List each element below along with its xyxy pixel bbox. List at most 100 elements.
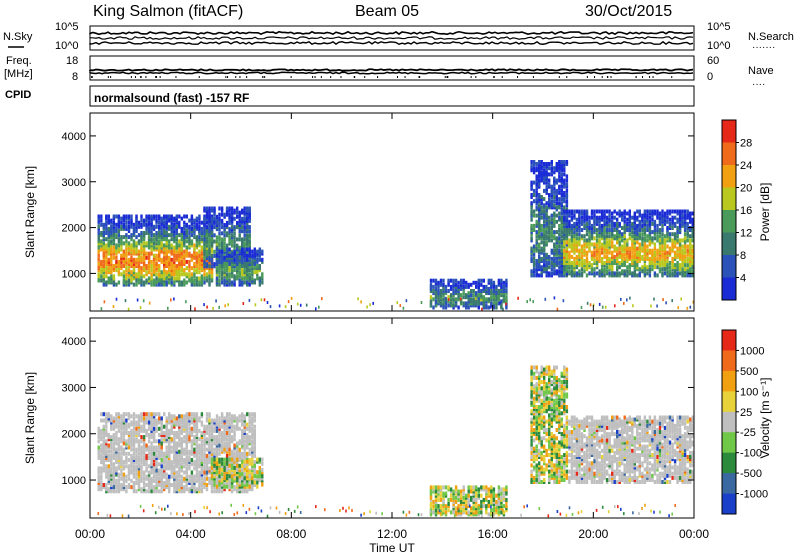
heatmap-cell (170, 226, 173, 231)
nave-dot (610, 76, 612, 78)
heatmap-cell (175, 443, 178, 448)
heatmap-cell (120, 483, 123, 487)
heatmap-cell (681, 219, 684, 224)
heatmap-cell (608, 259, 611, 263)
heatmap-cell (560, 193, 563, 197)
heatmap-cell (432, 289, 435, 293)
heatmap-cell (545, 271, 548, 276)
heatmap-cell (178, 262, 181, 266)
heatmap-cell (178, 424, 181, 429)
heatmap-cell (175, 245, 178, 250)
heatmap-cell (163, 262, 166, 266)
heatmap-cell (165, 445, 168, 450)
heatmap-cell (666, 238, 669, 243)
heatmap-cell (107, 435, 110, 440)
heatmap-cell (616, 271, 619, 276)
heatmap-cell (575, 263, 579, 268)
heatmap-cell (193, 451, 196, 456)
heatmap-cell (155, 453, 158, 458)
heatmap-cell (185, 433, 188, 437)
heatmap-cell (681, 209, 684, 214)
heatmap-cell (115, 249, 118, 254)
heatmap-cell (220, 435, 224, 440)
heatmap-cell (437, 295, 440, 300)
heatmap-cell (689, 211, 692, 216)
heatmap-cell (142, 441, 146, 446)
heatmap-cell (142, 253, 146, 258)
heatmap-cell (158, 243, 161, 248)
heatmap-cell (243, 257, 246, 262)
heatmap-cell (193, 226, 196, 231)
heatmap-cell (198, 224, 201, 229)
heatmap-cell (580, 244, 584, 249)
heatmap-cell (225, 223, 229, 227)
heatmap-cell (530, 256, 533, 261)
heatmap-cell (107, 449, 110, 454)
heatmap-cell (480, 297, 483, 302)
heatmap-cell (553, 203, 556, 208)
heatmap-cell (165, 466, 168, 471)
heatmap-cell (678, 221, 682, 226)
heatmap-cell (155, 462, 158, 467)
heatmap-cell (100, 485, 103, 490)
heatmap-cell (198, 266, 201, 271)
heatmap-cell (580, 221, 584, 226)
heatmap-cell (142, 426, 146, 431)
heatmap-cell (210, 229, 214, 234)
heatmap-cell (163, 216, 166, 221)
heatmap-cell (105, 449, 108, 454)
heatmap-cell (115, 439, 118, 444)
heatmap-cell (127, 412, 131, 417)
heatmap-cell (105, 231, 108, 235)
heatmap-cell (623, 230, 626, 235)
heatmap-cell (97, 249, 100, 254)
heatmap-cell (130, 435, 133, 440)
heatmap-cell (616, 211, 619, 216)
heatmap-cell (147, 435, 151, 440)
heatmap-cell (643, 248, 647, 253)
heatmap-cell (183, 485, 186, 490)
heatmap-cell (185, 481, 188, 485)
nave-dot (330, 76, 332, 78)
heatmap-cell (671, 242, 674, 247)
heatmap-cell (588, 242, 591, 247)
heatmap-cell (210, 447, 214, 452)
heatmap-cell (200, 412, 204, 417)
heatmap-cell (555, 271, 558, 276)
heatmap-cell (671, 265, 674, 270)
heatmap-cell (105, 470, 108, 475)
heatmap-cell (203, 464, 206, 469)
heatmap-cell (120, 224, 123, 229)
heatmap-cell (550, 219, 553, 224)
heatmap-cell (500, 284, 503, 289)
heatmap-cell (198, 437, 201, 442)
heatmap-cell (500, 301, 503, 306)
heatmap-cell (573, 232, 576, 237)
heatmap-cell (246, 262, 249, 266)
heatmap-cell (145, 428, 148, 433)
heatmap-cell (170, 243, 173, 248)
heatmap-cell (152, 233, 156, 238)
heatmap-cell (563, 166, 566, 171)
heatmap-cell (228, 239, 231, 244)
heatmap-cell (573, 256, 576, 261)
heatmap-cell (135, 229, 138, 233)
heatmap-cell (585, 250, 589, 255)
heatmap-cell (223, 233, 226, 238)
heatmap-cell (112, 451, 116, 456)
heatmap-cell (658, 248, 662, 253)
heatmap-cell (125, 431, 128, 435)
heatmap-cell (102, 451, 105, 456)
heatmap-cell (125, 424, 128, 429)
heatmap-cell (198, 418, 201, 423)
heatmap-cell (230, 262, 234, 266)
heatmap-cell (643, 236, 647, 241)
heatmap-cell (224, 304, 226, 308)
heatmap-cell (140, 233, 143, 238)
heatmap-cell (190, 474, 194, 479)
heatmap-cell (678, 242, 682, 247)
heatmap-cell (125, 253, 128, 258)
heatmap-cell (188, 416, 191, 421)
heatmap-cell (110, 489, 113, 494)
heatmap-cell (160, 453, 163, 458)
